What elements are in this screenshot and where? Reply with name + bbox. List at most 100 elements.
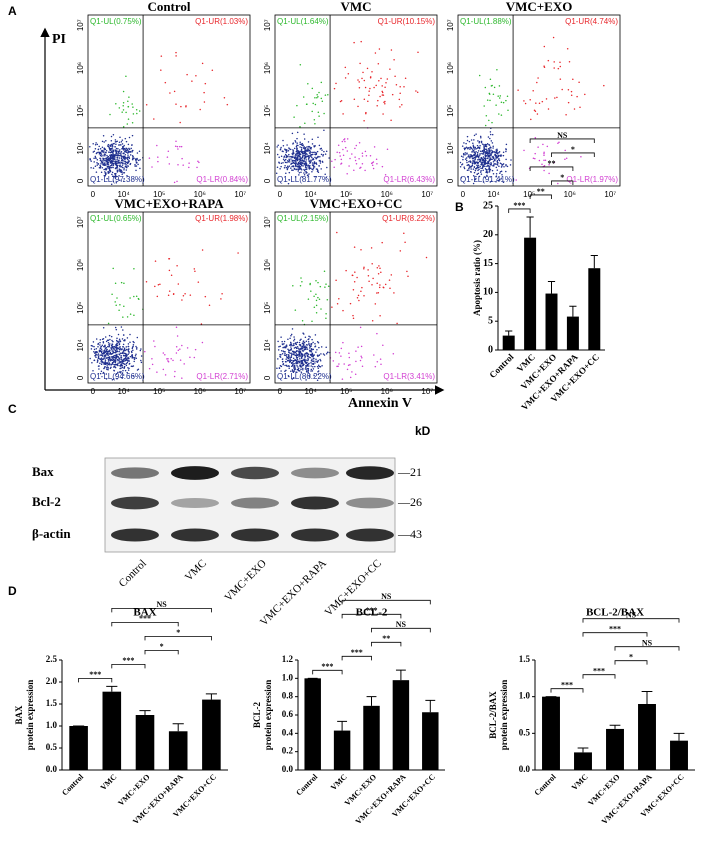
event-dot xyxy=(295,150,298,153)
event-dot xyxy=(112,351,114,354)
event-dot xyxy=(486,99,489,101)
event-dot xyxy=(286,360,289,362)
event-dot xyxy=(379,315,381,317)
event-dot xyxy=(460,177,463,179)
event-dot xyxy=(289,356,291,359)
event-dot xyxy=(492,145,494,147)
event-dot xyxy=(285,156,287,159)
event-dot xyxy=(308,173,310,175)
event-dot xyxy=(94,351,96,354)
event-dot xyxy=(368,280,370,283)
event-dot xyxy=(277,349,280,351)
event-dot xyxy=(331,160,333,163)
event-dot xyxy=(110,347,112,349)
event-dot xyxy=(474,161,476,163)
event-dot xyxy=(127,150,129,152)
event-dot xyxy=(296,147,298,149)
event-dot xyxy=(116,378,118,380)
event-dot xyxy=(325,176,327,179)
event-dot xyxy=(375,84,377,87)
event-dot xyxy=(359,62,361,65)
event-dot xyxy=(314,145,316,147)
event-dot xyxy=(300,169,303,171)
event-dot xyxy=(515,179,517,181)
event-dot xyxy=(100,161,103,163)
event-dot xyxy=(488,151,491,153)
event-dot xyxy=(284,352,286,355)
event-dot xyxy=(499,172,501,174)
event-dot xyxy=(306,348,309,350)
event-dot xyxy=(104,162,106,164)
event-dot xyxy=(487,136,490,138)
event-dot xyxy=(323,129,325,131)
event-dot xyxy=(477,146,480,148)
event-dot xyxy=(460,155,463,157)
event-dot xyxy=(305,371,308,373)
event-dot xyxy=(112,346,115,348)
event-dot xyxy=(303,168,305,171)
event-dot xyxy=(127,151,129,154)
event-dot xyxy=(100,360,102,363)
event-dot xyxy=(99,159,102,162)
event-dot xyxy=(113,378,115,380)
event-dot xyxy=(111,143,113,146)
event-dot xyxy=(463,167,466,170)
event-dot xyxy=(494,153,496,155)
event-dot xyxy=(385,81,387,84)
event-dot xyxy=(488,167,490,169)
event-dot xyxy=(112,340,114,343)
event-dot xyxy=(289,337,291,340)
event-dot xyxy=(101,344,104,347)
significance-label: *** xyxy=(593,666,605,675)
event-dot xyxy=(307,367,309,370)
event-dot xyxy=(120,281,123,284)
event-dot xyxy=(302,342,304,344)
event-dot xyxy=(135,160,137,162)
event-dot xyxy=(477,140,479,142)
event-dot xyxy=(157,160,159,163)
event-dot xyxy=(476,166,479,169)
event-dot xyxy=(505,150,507,153)
event-dot xyxy=(115,181,118,184)
event-dot xyxy=(492,164,494,167)
event-dot xyxy=(302,152,304,155)
event-dot xyxy=(204,295,207,298)
event-dot xyxy=(498,157,500,160)
event-dot xyxy=(316,340,319,343)
event-dot xyxy=(374,52,377,54)
quadrant-label: Q1-LR(1.97%) xyxy=(566,175,618,184)
event-dot xyxy=(500,101,503,104)
event-dot xyxy=(543,151,545,154)
plot-frame xyxy=(87,14,251,187)
event-dot xyxy=(300,368,302,370)
event-dot xyxy=(463,166,465,168)
event-dot xyxy=(290,156,293,158)
event-dot xyxy=(285,358,287,360)
event-dot xyxy=(580,155,582,158)
event-dot xyxy=(129,297,131,299)
event-dot xyxy=(92,142,94,145)
event-dot xyxy=(573,108,576,110)
event-dot xyxy=(167,150,170,152)
event-dot xyxy=(288,351,290,353)
x-tick-label: 0 xyxy=(278,387,283,396)
event-dot xyxy=(297,367,300,370)
significance-label: ** xyxy=(548,159,556,168)
event-dot xyxy=(319,159,321,162)
event-dot xyxy=(298,351,301,354)
event-dot xyxy=(296,365,298,367)
y-tick-label: 10⁴ xyxy=(263,339,272,352)
event-dot xyxy=(112,180,115,183)
event-dot xyxy=(298,172,301,174)
event-dot xyxy=(463,148,466,151)
event-dot xyxy=(115,152,118,155)
event-dot xyxy=(316,150,319,153)
event-dot xyxy=(469,170,472,173)
event-dot xyxy=(482,158,485,161)
event-dot xyxy=(548,163,550,166)
event-dot xyxy=(104,163,106,165)
bar xyxy=(545,293,558,350)
event-dot xyxy=(480,150,482,153)
event-dot xyxy=(534,152,536,155)
